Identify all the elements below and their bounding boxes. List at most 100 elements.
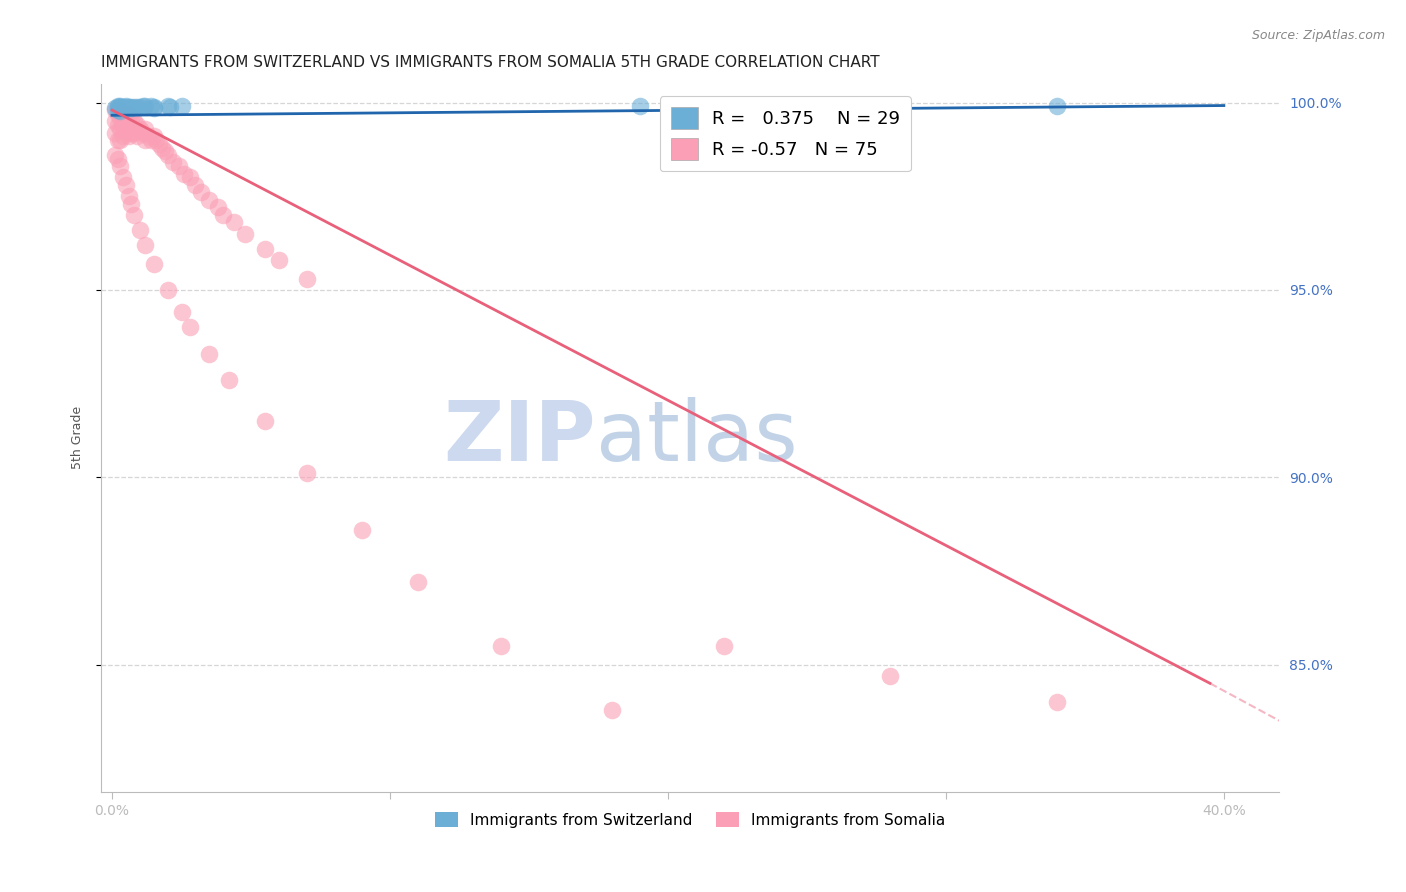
Point: [118, 107, 141, 121]
Point: [224, 215, 246, 229]
Point: [134, 98, 156, 112]
Point: [1046, 98, 1069, 112]
Point: [145, 133, 167, 147]
Point: [107, 103, 129, 117]
Point: [112, 100, 135, 114]
Point: [110, 103, 132, 117]
Point: [122, 126, 145, 140]
Point: [1046, 695, 1069, 709]
Point: [131, 126, 153, 140]
Point: [253, 242, 276, 256]
Point: [139, 133, 162, 147]
Point: [110, 133, 132, 147]
Point: [115, 107, 138, 121]
Point: [118, 129, 141, 144]
Point: [156, 148, 179, 162]
Point: [128, 223, 150, 237]
Point: [253, 414, 276, 428]
Point: [134, 133, 156, 147]
Point: [121, 101, 143, 115]
Point: [110, 103, 132, 118]
Point: [122, 114, 145, 128]
Point: [104, 126, 127, 140]
Point: [156, 98, 179, 112]
Point: [107, 118, 129, 132]
Point: [134, 238, 156, 252]
Point: [110, 101, 132, 115]
Point: [352, 523, 374, 537]
Point: [104, 114, 127, 128]
Point: [879, 98, 901, 112]
Point: [406, 575, 429, 590]
Point: [267, 252, 290, 267]
Point: [179, 320, 201, 334]
Point: [110, 100, 132, 114]
Point: [162, 155, 184, 169]
Point: [142, 101, 165, 115]
Point: [122, 208, 145, 222]
Point: [118, 100, 141, 114]
Point: [136, 129, 159, 144]
Point: [207, 201, 229, 215]
Point: [489, 639, 512, 653]
Point: [110, 159, 132, 173]
Point: [122, 100, 145, 114]
Point: [104, 148, 127, 162]
Point: [107, 133, 129, 147]
Point: [125, 129, 148, 144]
Legend: Immigrants from Switzerland, Immigrants from Somalia: Immigrants from Switzerland, Immigrants …: [429, 805, 952, 834]
Point: [107, 100, 129, 114]
Point: [218, 373, 240, 387]
Point: [118, 118, 141, 132]
Point: [107, 152, 129, 166]
Point: [110, 111, 132, 125]
Point: [170, 98, 193, 112]
Point: [115, 100, 138, 114]
Point: [115, 98, 138, 112]
Point: [167, 159, 190, 173]
Point: [295, 271, 318, 285]
Point: [170, 305, 193, 319]
Point: [115, 178, 138, 192]
Point: [134, 121, 156, 136]
Point: [198, 193, 221, 207]
Text: Source: ZipAtlas.com: Source: ZipAtlas.com: [1251, 29, 1385, 42]
Point: [121, 100, 143, 114]
Point: [142, 129, 165, 144]
Point: [159, 100, 181, 114]
Point: [121, 111, 143, 125]
Point: [628, 98, 651, 112]
Point: [112, 129, 135, 144]
Point: [125, 100, 148, 114]
Point: [104, 103, 127, 117]
Point: [112, 107, 135, 121]
Point: [190, 186, 212, 200]
Point: [107, 98, 129, 112]
Point: [112, 118, 135, 132]
Point: [121, 196, 143, 211]
Text: ZIP: ZIP: [443, 397, 596, 478]
Point: [125, 118, 148, 132]
Point: [235, 227, 257, 241]
Point: [128, 121, 150, 136]
Point: [156, 283, 179, 297]
Point: [879, 669, 901, 683]
Point: [118, 189, 141, 203]
Point: [212, 208, 235, 222]
Text: IMMIGRANTS FROM SWITZERLAND VS IMMIGRANTS FROM SOMALIA 5TH GRADE CORRELATION CHA: IMMIGRANTS FROM SWITZERLAND VS IMMIGRANT…: [101, 55, 880, 70]
Point: [107, 107, 129, 121]
Point: [184, 178, 207, 192]
Point: [179, 170, 201, 185]
Point: [295, 467, 318, 481]
Point: [713, 639, 735, 653]
Point: [110, 98, 132, 112]
Point: [602, 702, 624, 716]
Point: [150, 140, 173, 154]
Point: [115, 121, 138, 136]
Point: [142, 257, 165, 271]
Point: [112, 101, 135, 115]
Point: [148, 136, 170, 151]
Point: [131, 99, 153, 113]
Point: [104, 101, 127, 115]
Point: [142, 100, 165, 114]
